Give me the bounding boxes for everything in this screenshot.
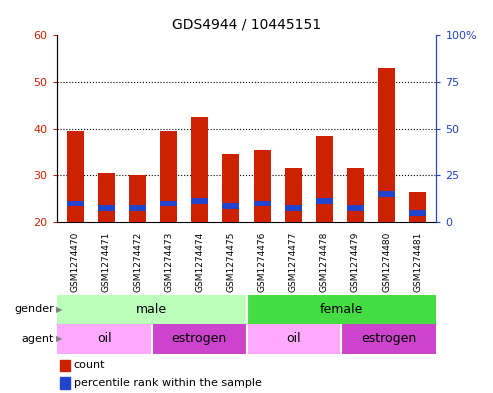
Bar [160, 200, 177, 206]
Text: GSM1274481: GSM1274481 [413, 231, 422, 292]
Text: GSM1274479: GSM1274479 [351, 231, 360, 292]
Bar [67, 131, 84, 222]
Text: oil: oil [97, 332, 111, 345]
Bar [409, 192, 426, 222]
Text: female: female [320, 303, 363, 316]
Bar [129, 175, 146, 222]
Bar [246, 324, 341, 354]
Text: GSM1274477: GSM1274477 [289, 231, 298, 292]
Bar [284, 168, 302, 222]
Bar [316, 198, 333, 204]
Text: GSM1274470: GSM1274470 [71, 231, 80, 292]
Bar [67, 200, 84, 206]
Bar [246, 295, 436, 324]
Text: GSM1274473: GSM1274473 [164, 231, 173, 292]
Bar [253, 200, 271, 206]
Text: GSM1274475: GSM1274475 [226, 231, 236, 292]
Text: GSM1274471: GSM1274471 [102, 231, 111, 292]
Bar [152, 324, 246, 354]
Text: male: male [136, 303, 167, 316]
Text: estrogen: estrogen [172, 332, 227, 345]
Text: GSM1274476: GSM1274476 [257, 231, 267, 292]
Bar [191, 198, 209, 204]
Text: ▶: ▶ [56, 334, 63, 343]
Bar [347, 168, 364, 222]
Bar [98, 205, 115, 211]
Bar [378, 191, 395, 197]
Text: GSM1274474: GSM1274474 [195, 231, 204, 292]
Bar [222, 203, 240, 209]
Text: oil: oil [286, 332, 301, 345]
Text: ▶: ▶ [56, 305, 63, 314]
Bar [61, 377, 70, 389]
Text: gender: gender [14, 305, 54, 314]
Text: estrogen: estrogen [361, 332, 417, 345]
Text: GSM1274478: GSM1274478 [320, 231, 329, 292]
Bar [57, 295, 246, 324]
Bar [316, 136, 333, 222]
Bar [160, 131, 177, 222]
Bar [253, 150, 271, 222]
Text: percentile rank within the sample: percentile rank within the sample [74, 378, 262, 388]
Text: GSM1274480: GSM1274480 [382, 231, 391, 292]
Text: agent: agent [22, 334, 54, 344]
Bar [61, 360, 70, 371]
Text: count: count [74, 360, 106, 371]
Bar [378, 68, 395, 222]
Bar [191, 117, 209, 222]
Bar [347, 205, 364, 211]
Bar [222, 154, 240, 222]
Text: GSM1274472: GSM1274472 [133, 231, 142, 292]
Bar [409, 210, 426, 215]
Bar [341, 324, 436, 354]
Bar [57, 324, 152, 354]
Bar [129, 205, 146, 211]
Bar [98, 173, 115, 222]
Text: GDS4944 / 10445151: GDS4944 / 10445151 [172, 17, 321, 31]
Bar [284, 205, 302, 211]
